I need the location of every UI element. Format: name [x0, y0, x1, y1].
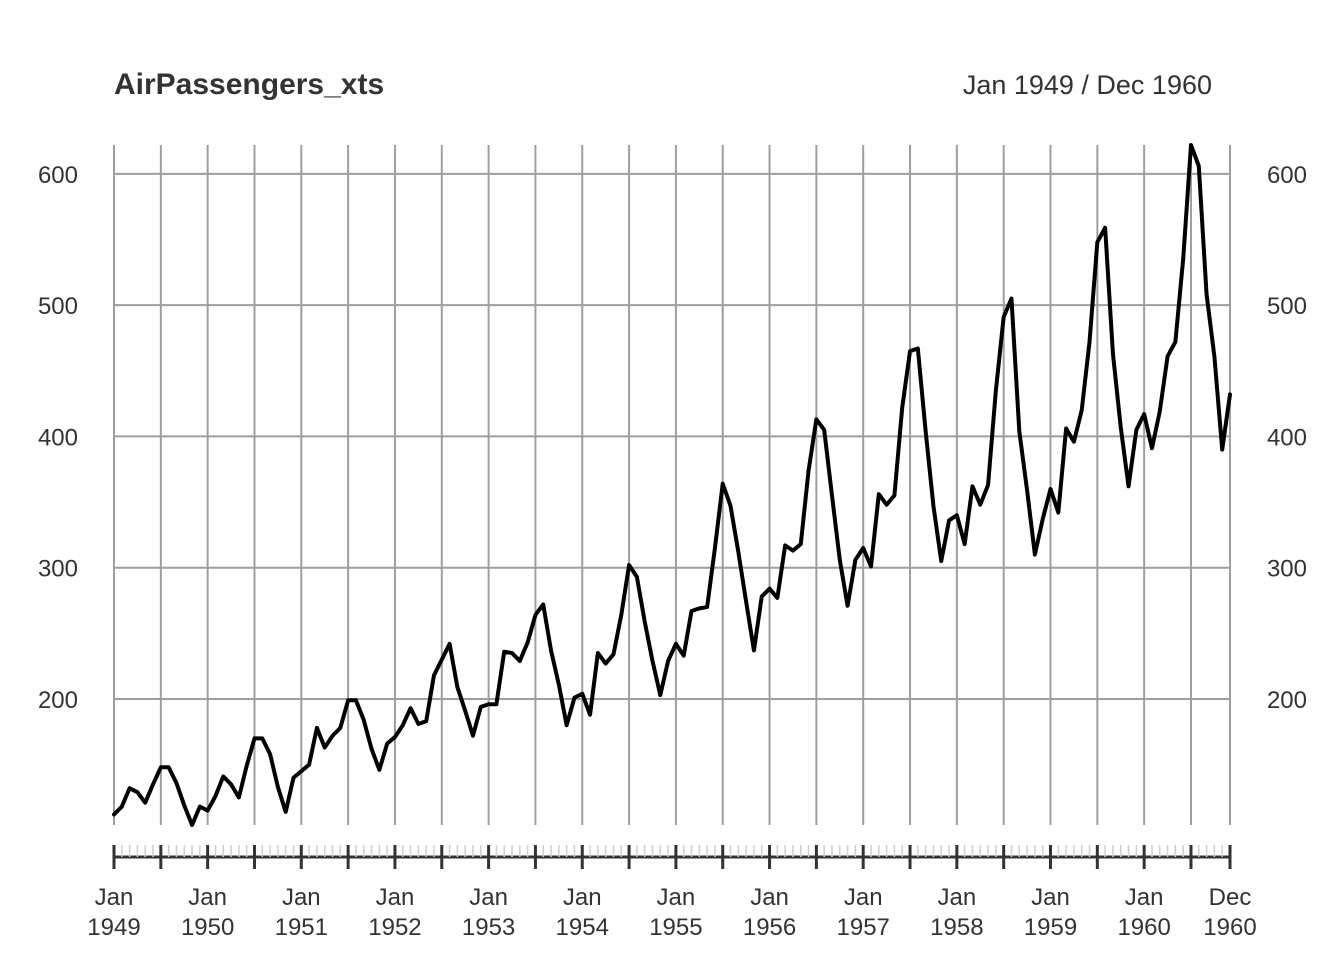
- x-tick-label: 1949: [87, 914, 140, 941]
- series: [112, 143, 1232, 827]
- x-tick-label: Jan: [188, 884, 227, 911]
- x-tick-label: Jan: [657, 884, 696, 911]
- x-tick-label: Jan: [469, 884, 508, 911]
- x-tick-label: 1953: [462, 914, 515, 941]
- x-tick-label: 1952: [368, 914, 421, 941]
- x-tick-label: 1955: [649, 914, 702, 941]
- y-tick-label-left: 200: [38, 687, 78, 714]
- y-tick-label-left: 300: [38, 556, 78, 583]
- x-tick-label: 1959: [1024, 914, 1077, 941]
- x-tick-label: 1958: [930, 914, 983, 941]
- x-tick-label: 1954: [556, 914, 609, 941]
- y-tick-label-right: 400: [1267, 424, 1307, 451]
- x-tick-label: Jan: [563, 884, 602, 911]
- x-tick-label: Jan: [376, 884, 415, 911]
- x-tick-label: 1960: [1117, 914, 1170, 941]
- y-tick-label-left: 400: [38, 424, 78, 451]
- y-tick-label-left: 600: [38, 162, 78, 189]
- x-tick-label: Jan: [282, 884, 321, 911]
- x-tick-label: Jan: [938, 884, 977, 911]
- y-tick-label-right: 300: [1267, 556, 1307, 583]
- x-tick-label: Jan: [1125, 884, 1164, 911]
- x-tick-label: 1956: [743, 914, 796, 941]
- y-tick-label-right: 500: [1267, 293, 1307, 320]
- x-tick-label: 1957: [837, 914, 890, 941]
- x-tick-label: Dec: [1209, 884, 1252, 911]
- x-tick-label: Jan: [95, 884, 134, 911]
- series-line: [112, 143, 1232, 827]
- x-tick-label: Jan: [844, 884, 883, 911]
- axes: [112, 845, 1232, 869]
- x-tick-label: Jan: [1031, 884, 1070, 911]
- y-tick-label-left: 500: [38, 293, 78, 320]
- y-tick-label-right: 600: [1267, 162, 1307, 189]
- y-tick-label-right: 200: [1267, 687, 1307, 714]
- x-tick-label: 1960: [1203, 914, 1256, 941]
- tick-labels: 200 200 300 300 400 400 500 500 600 600 Jan 1949 Jan…: [38, 162, 1307, 941]
- chart-title: AirPassengers_xts: [114, 68, 385, 101]
- date-range-label: Jan 1949 / Dec 1960: [962, 70, 1212, 100]
- x-tick-label: 1950: [181, 914, 234, 941]
- x-tick-label: 1951: [275, 914, 328, 941]
- x-tick-label: Jan: [750, 884, 789, 911]
